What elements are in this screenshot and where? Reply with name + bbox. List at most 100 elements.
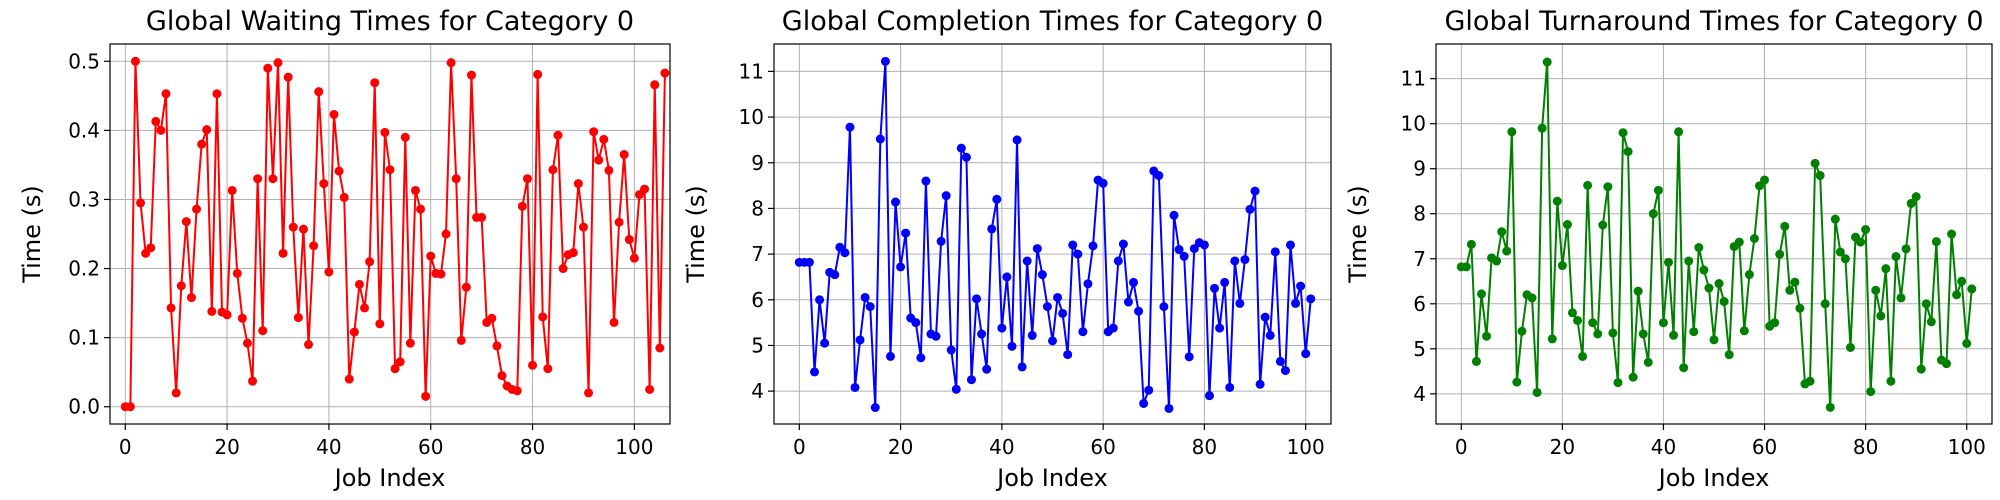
- data-point: [492, 341, 502, 351]
- data-point: [1537, 123, 1547, 133]
- data-point: [1916, 364, 1926, 374]
- data-point: [1260, 312, 1270, 322]
- data-point: [604, 165, 614, 175]
- data-point: [1557, 261, 1567, 271]
- data-point: [1633, 286, 1643, 296]
- data-point: [830, 270, 840, 280]
- data-point: [1790, 277, 1800, 287]
- x-tick-label: 80: [1853, 435, 1878, 459]
- data-point: [1896, 293, 1906, 303]
- chart-panel-1: 0 20 40 60 80 100 4 5 6 7 8 9 10 11 Global Completion …: [682, 6, 1332, 492]
- data-point: [1689, 327, 1699, 337]
- data-point: [1088, 241, 1098, 251]
- data-point: [166, 303, 176, 313]
- data-point: [512, 386, 522, 396]
- data-point: [380, 127, 390, 137]
- data-point: [202, 125, 212, 135]
- y-tick-label: 0.2: [68, 257, 100, 281]
- axes-frame: [109, 43, 671, 425]
- data-point: [860, 292, 870, 302]
- data-point: [1022, 256, 1032, 266]
- data-point: [1169, 210, 1179, 220]
- data-point: [385, 165, 395, 175]
- data-point: [370, 78, 380, 88]
- data-point: [1669, 330, 1679, 340]
- data-point: [1578, 351, 1588, 361]
- data-point: [850, 382, 860, 392]
- data-point: [916, 353, 926, 363]
- y-tick-label: 10: [1401, 112, 1426, 136]
- data-point: [650, 80, 660, 90]
- data-point: [1931, 237, 1941, 247]
- data-point: [1108, 323, 1118, 333]
- data-point: [212, 89, 222, 99]
- data-point: [1002, 272, 1012, 282]
- y-tick-label: 5: [751, 333, 764, 357]
- data-point: [1583, 180, 1593, 190]
- y-tick-label: 0.0: [68, 395, 100, 419]
- x-tick-label: 60: [1752, 435, 1777, 459]
- data-point: [645, 384, 655, 394]
- x-tick-label: 20: [214, 435, 239, 459]
- data-point: [354, 279, 364, 289]
- data-point: [248, 376, 258, 386]
- x-tick-label: 60: [1090, 435, 1115, 459]
- data-point: [629, 253, 639, 263]
- y-tick-label: 8: [751, 196, 764, 220]
- data-point: [151, 116, 161, 126]
- x-tick-label: 60: [418, 435, 443, 459]
- data-point: [936, 236, 946, 246]
- data-point: [400, 132, 410, 142]
- data-point: [640, 184, 650, 194]
- data-point: [941, 191, 951, 201]
- y-axis-label: Time (s): [18, 185, 46, 284]
- data-point: [1118, 239, 1128, 249]
- data-point: [1204, 391, 1214, 401]
- data-point: [614, 217, 624, 227]
- data-point: [1280, 366, 1290, 376]
- data-point: [1861, 224, 1871, 234]
- data-point: [1542, 57, 1552, 67]
- chart-title: Global Waiting Times for Category 0: [146, 6, 634, 37]
- data-point: [1032, 244, 1042, 254]
- data-point: [815, 295, 825, 305]
- x-axis-label: Job Index: [995, 464, 1108, 492]
- data-point: [1275, 356, 1285, 366]
- data-point: [655, 343, 665, 353]
- data-point: [1245, 204, 1255, 214]
- data-point: [855, 335, 865, 345]
- data-point: [197, 139, 207, 149]
- data-point: [1154, 171, 1164, 181]
- data-point: [1840, 254, 1850, 264]
- data-point: [1957, 276, 1967, 286]
- x-tick-label: 40: [1651, 435, 1676, 459]
- data-point: [314, 87, 324, 97]
- data-point: [1240, 255, 1250, 265]
- data-point: [1301, 349, 1311, 359]
- data-point: [222, 310, 232, 320]
- data-point: [1466, 239, 1476, 249]
- data-point: [1608, 328, 1618, 338]
- data-point: [1007, 341, 1017, 351]
- data-point: [921, 176, 931, 186]
- data-point: [390, 364, 400, 374]
- x-tick-label: 20: [888, 435, 913, 459]
- y-tick-label: 4: [1413, 382, 1426, 406]
- data-point: [1291, 298, 1301, 308]
- data-point: [1053, 292, 1063, 302]
- data-point: [227, 185, 237, 195]
- data-point: [1512, 377, 1522, 387]
- x-tick-label: 0: [1455, 435, 1468, 459]
- data-point: [1901, 244, 1911, 254]
- y-tick-label: 0.4: [68, 118, 100, 142]
- data-point: [865, 302, 875, 312]
- x-tick-label: 80: [1192, 435, 1217, 459]
- data-point: [487, 313, 497, 323]
- data-point: [339, 192, 349, 202]
- data-point: [1547, 334, 1557, 344]
- data-point: [1113, 256, 1123, 266]
- data-point: [1699, 265, 1709, 275]
- data-point: [171, 388, 181, 398]
- data-point: [1835, 247, 1845, 257]
- data-point: [1573, 315, 1583, 325]
